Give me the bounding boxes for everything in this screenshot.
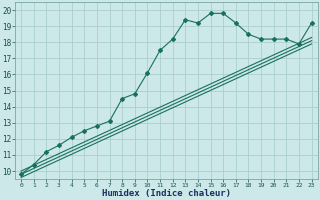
X-axis label: Humidex (Indice chaleur): Humidex (Indice chaleur)	[102, 189, 231, 198]
